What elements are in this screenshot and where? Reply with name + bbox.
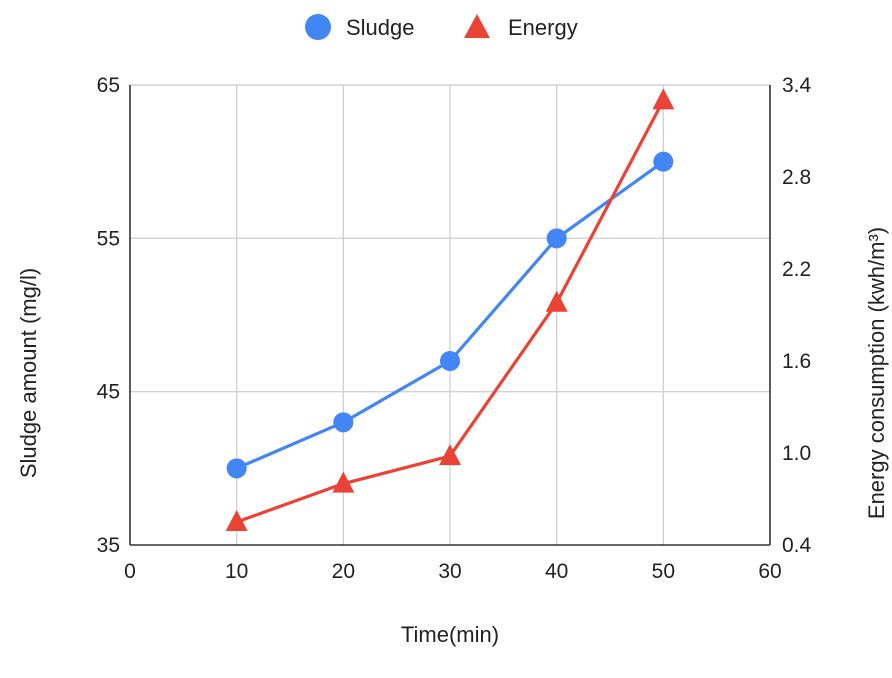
legend-energy-marker	[464, 14, 490, 38]
y-right-tick-label: 1.6	[782, 350, 811, 373]
legend-energy-label: Energy	[508, 15, 578, 40]
x-tick-label: 10	[225, 560, 248, 583]
plot-frame	[129, 85, 771, 546]
y-right-tick-label: 2.8	[782, 166, 811, 189]
x-tick-label: 30	[438, 560, 461, 583]
sludge-point	[440, 351, 460, 371]
y-left-tick-label: 55	[97, 227, 120, 250]
x-axis-title: Time(min)	[401, 622, 499, 647]
series-layer	[225, 88, 675, 531]
legend: Sludge Energy	[305, 14, 578, 40]
x-tick-label: 20	[332, 560, 355, 583]
legend-sludge-marker	[305, 14, 331, 40]
energy-point	[439, 444, 461, 466]
x-tick-label: 40	[545, 560, 568, 583]
energy-point	[332, 471, 355, 493]
y-left-tick-label: 45	[97, 381, 120, 404]
x-tick-label: 60	[758, 560, 781, 583]
sludge-point	[653, 151, 674, 172]
legend-sludge-label: Sludge	[346, 15, 415, 40]
y-axis-right-title: Energy consumption (kwh/m³)	[864, 227, 889, 519]
y-right-tick-label: 2.2	[782, 258, 811, 281]
energy-point	[652, 88, 675, 110]
x-tick-label: 50	[652, 560, 675, 583]
x-tick-label: 0	[124, 560, 136, 583]
energy-point	[225, 510, 248, 531]
y-left-tick-label: 65	[97, 74, 120, 97]
grid	[130, 84, 770, 545]
y-right-tick-label: 3.4	[782, 74, 812, 97]
y-axis-left-title: Sludge amount (mg/l)	[16, 268, 41, 478]
y-left-tick-label: 35	[97, 534, 120, 557]
y-right-tick-label: 0.4	[782, 534, 812, 557]
y-right-tick-label: 1.0	[782, 442, 811, 465]
sludge-point	[333, 412, 354, 433]
sludge-point	[226, 458, 247, 479]
energy-point	[545, 290, 568, 312]
tick-labels: 0 10 20 30 40 50 60 35 45 55 65 0.4 1.0 1.6 2.2 2.8 3.4	[97, 74, 812, 583]
sludge-point	[546, 228, 567, 249]
